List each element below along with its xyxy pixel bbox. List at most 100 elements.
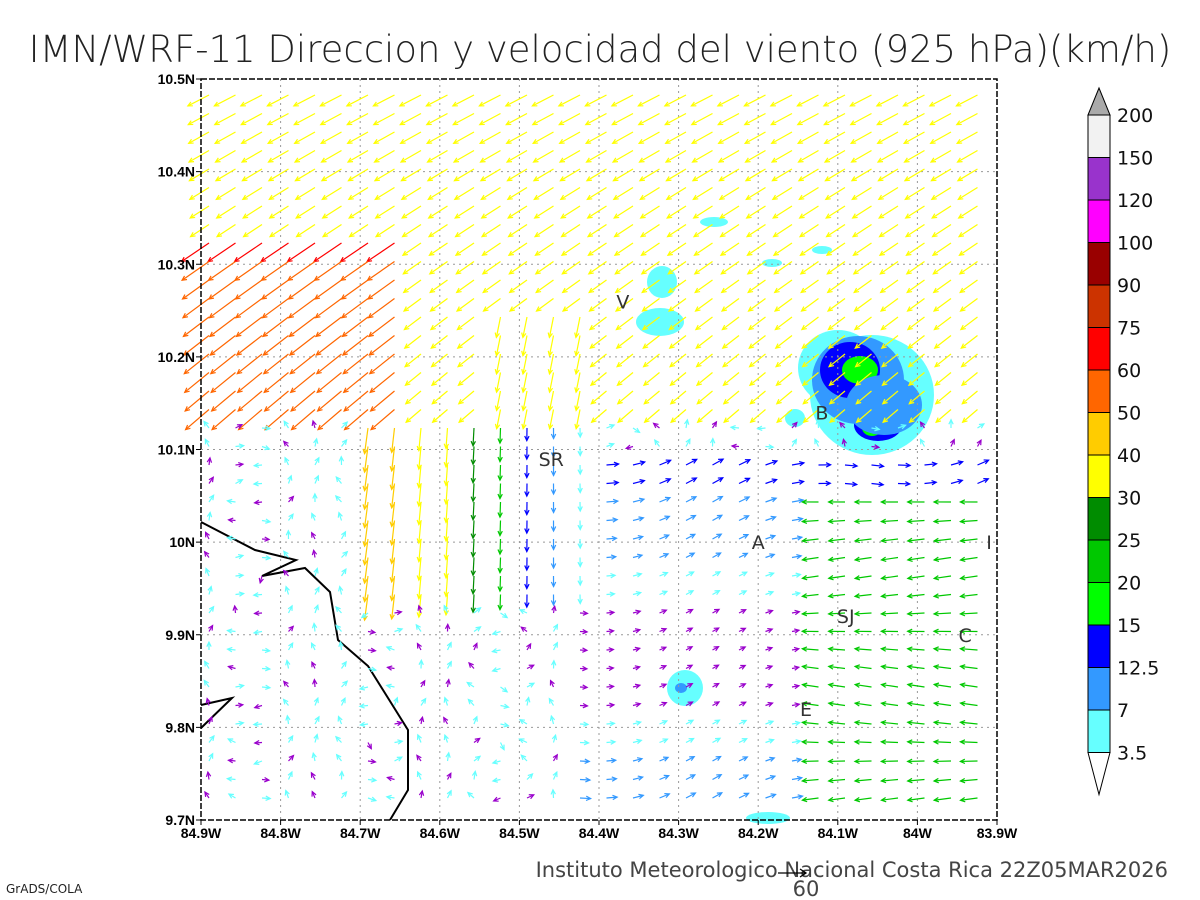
wind-vector xyxy=(849,112,872,126)
wind-vector xyxy=(295,205,316,219)
wind-vector xyxy=(294,168,316,182)
wind-vector xyxy=(800,720,819,726)
wind-vector xyxy=(958,758,978,765)
wind-vector xyxy=(800,499,819,505)
lat-tick-label: 10N xyxy=(169,534,195,550)
wind-vector xyxy=(204,438,210,447)
wind-vector xyxy=(800,610,819,617)
wind-vector xyxy=(335,624,342,632)
colorbar-swatch xyxy=(1087,369,1111,413)
wind-vector xyxy=(335,476,342,484)
wind-vector xyxy=(321,223,342,238)
wind-vector xyxy=(659,459,672,466)
wind-vector xyxy=(252,629,263,635)
wind-vector xyxy=(213,131,236,145)
wind-vector xyxy=(491,777,501,783)
wind-vector xyxy=(374,205,395,219)
wind-vector xyxy=(665,186,687,201)
wind-vector xyxy=(934,390,952,405)
wind-vector xyxy=(341,316,369,338)
wind-vector xyxy=(721,335,740,349)
wind-vector xyxy=(227,793,236,799)
wind-vector xyxy=(905,261,925,275)
wind-vector xyxy=(881,390,899,405)
coastline-line xyxy=(200,521,409,821)
wind-vector xyxy=(659,756,670,762)
wind-vector xyxy=(577,594,583,605)
wind-vector xyxy=(690,112,713,126)
wind-vector xyxy=(372,94,395,107)
wind-vector xyxy=(632,534,645,541)
wind-vector xyxy=(791,665,801,671)
wind-vector xyxy=(712,627,720,633)
wind-vector xyxy=(261,425,272,431)
wind-vector xyxy=(772,205,793,219)
speed-contour-fill xyxy=(842,356,878,384)
wind-vector xyxy=(632,497,646,503)
wind-vector xyxy=(533,186,554,201)
wind-vector xyxy=(877,168,899,182)
wind-vector xyxy=(341,790,348,799)
wind-vector xyxy=(288,513,294,521)
wind-vector xyxy=(579,740,590,746)
wind-vector xyxy=(637,112,660,126)
wind-vector xyxy=(934,372,952,387)
wind-vector xyxy=(235,683,245,689)
wind-vector xyxy=(824,168,846,182)
colorbar-level-label: 150 xyxy=(1117,148,1153,170)
wind-vector xyxy=(880,537,899,544)
wind-vector xyxy=(924,461,938,467)
wind-vector xyxy=(235,423,244,430)
wind-vector xyxy=(577,520,583,531)
wind-vector xyxy=(823,131,846,145)
wind-vector xyxy=(525,696,531,706)
wind-vector xyxy=(368,353,395,375)
wind-vector xyxy=(695,372,713,387)
wind-vector xyxy=(587,261,607,275)
wind-vector xyxy=(579,721,590,727)
city-label: E xyxy=(800,699,812,721)
wind-vector xyxy=(341,550,349,558)
wind-vector xyxy=(801,353,819,368)
wind-vector xyxy=(960,353,978,368)
wind-vector xyxy=(659,609,668,615)
wind-vector xyxy=(470,520,476,540)
wind-vector xyxy=(346,149,369,163)
wind-vector xyxy=(346,112,369,126)
wind-vector xyxy=(774,316,793,331)
wind-vector xyxy=(282,680,289,688)
wind-vector xyxy=(242,205,263,219)
grid-lines xyxy=(201,79,997,820)
wind-vector xyxy=(696,409,713,424)
wind-vector xyxy=(765,627,774,634)
wind-vector xyxy=(261,666,272,672)
wind-vector xyxy=(321,205,342,219)
wind-vector xyxy=(373,149,395,163)
wind-vector xyxy=(722,353,740,368)
wind-vector xyxy=(386,776,395,782)
wind-vector xyxy=(237,390,263,412)
wind-vector xyxy=(206,242,236,263)
wind-vector xyxy=(362,464,369,492)
wind-vector xyxy=(443,716,449,725)
wind-vector xyxy=(359,721,369,728)
wind-vector xyxy=(466,791,475,799)
lon-tick-label: 84.4W xyxy=(579,825,620,841)
colorbar-swatch xyxy=(1087,624,1111,668)
wind-vector xyxy=(236,372,263,394)
wind-vector xyxy=(316,372,342,394)
wind-vector xyxy=(606,554,618,560)
wind-vector xyxy=(712,664,720,670)
wind-vector xyxy=(235,443,246,449)
wind-vector xyxy=(181,279,210,300)
wind-vector xyxy=(208,298,236,319)
wind-vector xyxy=(696,390,713,405)
wind-vector xyxy=(977,423,986,429)
wind-vector xyxy=(791,421,798,429)
wind-vector xyxy=(454,223,475,238)
wind-vector xyxy=(499,742,505,751)
wind-vector xyxy=(552,623,559,632)
wind-vector xyxy=(287,298,316,319)
wind-vector xyxy=(709,437,716,447)
wind-vector xyxy=(800,279,819,294)
